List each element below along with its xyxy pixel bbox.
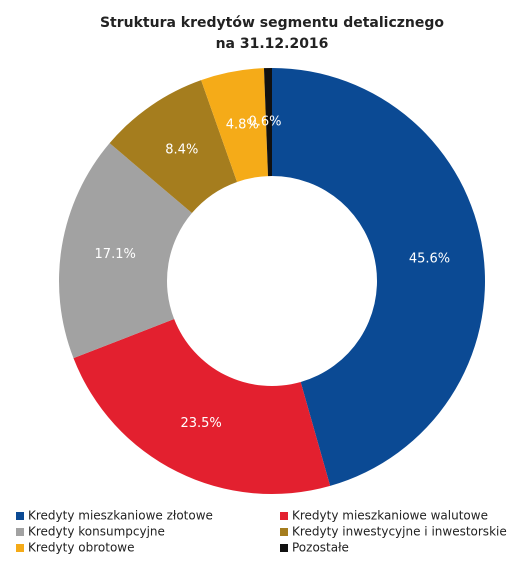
legend-swatch <box>16 512 24 520</box>
legend-label: Pozostałe <box>292 541 349 555</box>
legend-swatch <box>280 544 288 552</box>
legend-swatch <box>280 528 288 536</box>
legend-label: Kredyty inwestycyjne i inwestorskie <box>292 525 507 539</box>
value-label: 17.1% <box>95 247 136 262</box>
chart-title: Struktura kredytów segmentu detalicznego <box>100 15 444 31</box>
value-label: 23.5% <box>180 416 221 431</box>
slice <box>272 68 485 486</box>
legend-label: Kredyty mieszkaniowe walutowe <box>292 509 488 523</box>
slice <box>201 68 269 182</box>
value-label: 0.6% <box>248 115 281 130</box>
value-label: 8.4% <box>165 143 198 158</box>
slice <box>59 143 192 359</box>
legend-label: Kredyty mieszkaniowe złotowe <box>28 509 213 523</box>
legend-swatch <box>16 544 24 552</box>
chart-title: na 31.12.2016 <box>216 36 329 52</box>
value-label: 4.8% <box>226 117 259 132</box>
slice <box>109 80 238 214</box>
legend-swatch <box>16 528 24 536</box>
legend-label: Kredyty obrotowe <box>28 541 134 555</box>
slice <box>263 68 272 177</box>
slice <box>73 319 331 494</box>
legend-label: Kredyty konsumpcyjne <box>28 525 165 539</box>
value-label: 45.6% <box>409 252 450 267</box>
legend-swatch <box>280 512 288 520</box>
